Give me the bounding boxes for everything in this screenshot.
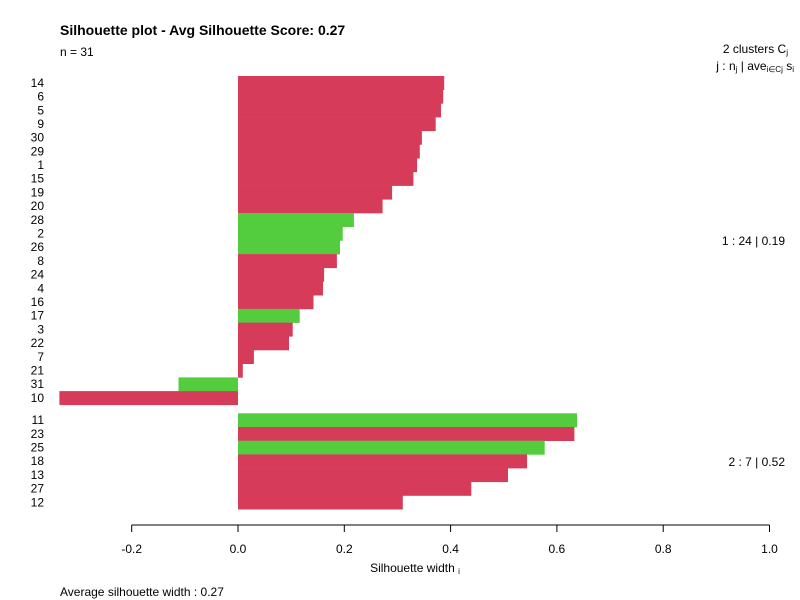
silhouette-bar-22	[238, 336, 289, 351]
chart-subtitle: n = 31	[60, 45, 94, 59]
silhouette-bar-31	[178, 377, 238, 392]
cluster-1-label: 1 : 24 | 0.19	[721, 234, 785, 248]
legend-header2-mid: | ave	[737, 59, 767, 73]
bar-label-2: 2	[37, 227, 44, 241]
silhouette-bar-6	[238, 89, 444, 104]
chart-title: Silhouette plot - Avg Silhouette Score: …	[60, 22, 346, 38]
bar-label-14: 14	[31, 76, 45, 90]
bar-label-21: 21	[31, 364, 45, 378]
silhouette-bar-13	[238, 468, 508, 483]
silhouette-bar-12	[238, 495, 403, 510]
bar-label-29: 29	[31, 144, 45, 158]
silhouette-bar-18	[238, 454, 528, 469]
bar-label-19: 19	[31, 185, 45, 199]
silhouette-bar-27	[238, 481, 472, 496]
silhouette-bar-15	[238, 171, 414, 186]
bar-label-24: 24	[31, 268, 45, 282]
bar-label-27: 27	[31, 482, 45, 496]
silhouette-bar-30	[238, 130, 422, 145]
silhouette-bar-7	[238, 350, 254, 364]
legend-header-line1: 2 clusters Cj	[723, 42, 788, 57]
bar-label-16: 16	[31, 295, 45, 309]
silhouette-bar-26	[238, 240, 340, 255]
bar-label-22: 22	[31, 336, 45, 350]
silhouette-bar-29	[238, 144, 420, 159]
bar-label-15: 15	[31, 172, 45, 186]
x-tick-label: 0.4	[442, 542, 459, 556]
bar-label-17: 17	[31, 309, 45, 323]
x-tick-label: 0.2	[336, 542, 353, 556]
legend-header2-sub2: i∈Cj	[766, 65, 783, 74]
bar-label-1: 1	[37, 158, 44, 172]
x-tick-label: 1.0	[761, 542, 778, 556]
bar-label-4: 4	[37, 281, 44, 295]
legend-header2-sub: j	[735, 65, 738, 74]
legend-header2-text: j : n	[716, 59, 736, 73]
bar-label-30: 30	[31, 131, 45, 145]
bar-label-12: 12	[31, 495, 45, 509]
legend-header2-end-sub: i	[792, 65, 794, 74]
legend-header2-end: s	[782, 59, 793, 73]
silhouette-bar-24	[238, 267, 325, 282]
average-width-footer: Average silhouette width : 0.27	[60, 585, 224, 599]
bar-label-25: 25	[31, 441, 45, 455]
x-axis: -0.2 0.0 0.2 0.4 0.6 0.8 1.0	[121, 524, 778, 556]
bar-label-11: 11	[32, 413, 45, 427]
legend-header-line2: j : nj | avei∈Cj si	[716, 59, 794, 74]
silhouette-bar-16	[238, 295, 314, 310]
bar-label-9: 9	[37, 117, 44, 131]
silhouette-bar-3	[238, 322, 293, 337]
bar-label-3: 3	[37, 322, 44, 336]
silhouette-bar-23	[238, 427, 575, 441]
x-axis-label-sub: i	[458, 567, 460, 576]
silhouette-bar-10	[59, 391, 239, 406]
bar-label-6: 6	[37, 90, 44, 104]
legend-header-sub: j	[786, 48, 788, 57]
bar-label-13: 13	[31, 468, 45, 482]
bar-label-7: 7	[37, 350, 44, 364]
silhouette-bar-17	[238, 308, 300, 323]
silhouette-bar-14	[238, 76, 445, 90]
cluster-2-label: 2 : 7 | 0.52	[728, 455, 786, 469]
bar-label-28: 28	[31, 213, 45, 227]
silhouette-bar-21	[238, 363, 243, 378]
x-tick-label: 0.8	[655, 542, 672, 556]
silhouette-bar-11	[238, 413, 578, 428]
bar-label-26: 26	[31, 240, 45, 254]
silhouette-bar-19	[238, 185, 393, 200]
silhouette-bar-1	[238, 158, 418, 173]
x-axis-label-text: Silhouette width	[370, 561, 455, 575]
bar-label-23: 23	[31, 427, 45, 441]
silhouette-bar-9	[238, 117, 436, 132]
x-tick-label: 0.6	[549, 542, 566, 556]
bar-label-20: 20	[31, 199, 45, 213]
x-tick-label: 0.0	[230, 542, 247, 556]
bar-label-8: 8	[37, 254, 44, 268]
x-axis-label: Silhouette width i	[0, 561, 800, 576]
bar-label-5: 5	[37, 103, 44, 117]
x-tick-label: -0.2	[121, 542, 142, 556]
silhouette-bar-2	[238, 226, 343, 241]
silhouette-bar-28	[238, 213, 354, 227]
bars-group	[59, 76, 578, 510]
bar-label-10: 10	[31, 391, 45, 405]
silhouette-bar-20	[238, 199, 383, 214]
silhouette-bar-25	[238, 440, 545, 455]
bar-label-31: 31	[31, 377, 45, 391]
silhouette-bar-4	[238, 281, 323, 296]
silhouette-bar-8	[238, 254, 337, 269]
silhouette-bar-5	[238, 103, 441, 118]
legend-header-text: 2 clusters C	[722, 42, 787, 56]
bar-label-18: 18	[31, 454, 45, 468]
